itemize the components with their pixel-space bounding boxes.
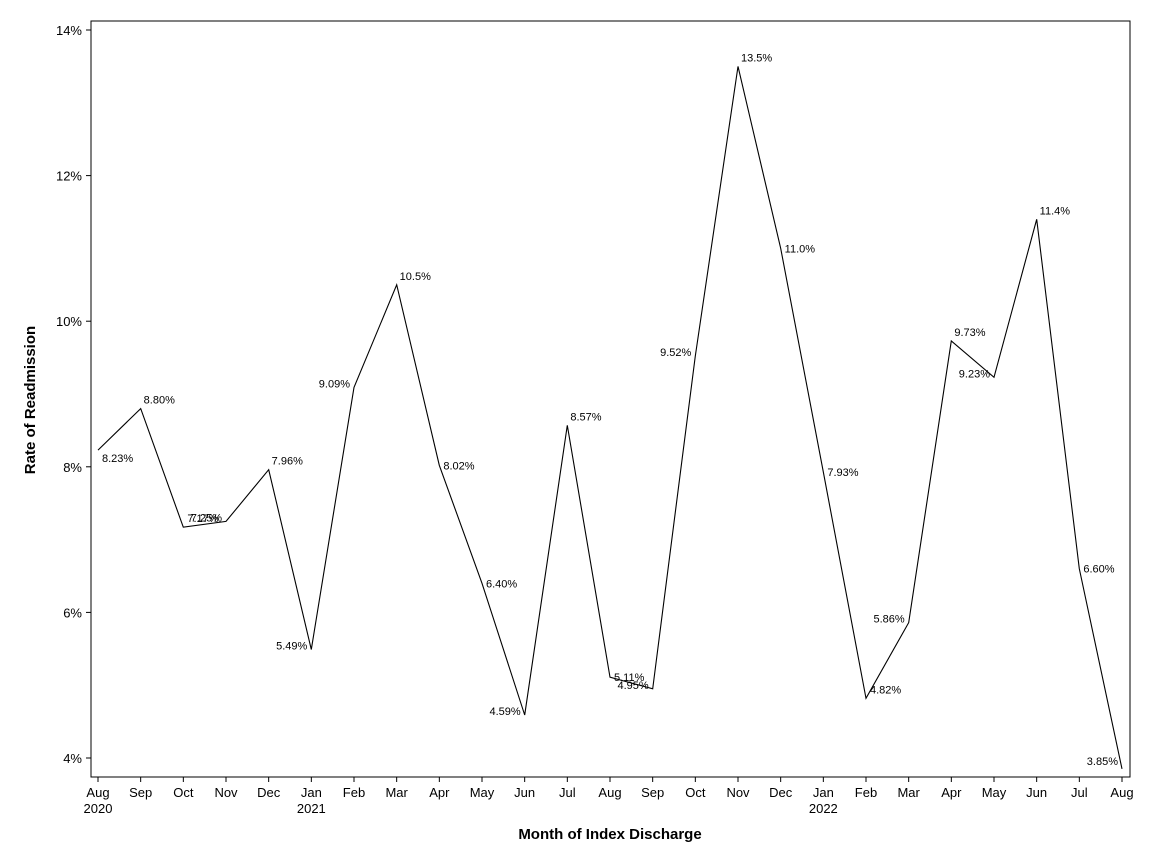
x-tick-year-label: 2020 [84, 801, 113, 816]
data-label: 7.96% [272, 456, 303, 468]
plot-frame [90, 20, 1131, 778]
data-label: 5.11% [614, 672, 645, 684]
y-tick-label: 4% [63, 751, 82, 766]
x-tick-label: Apr [429, 785, 450, 800]
data-label: 6.60% [1083, 564, 1114, 576]
x-tick-label: Nov [726, 785, 750, 800]
data-label: 3.85% [1087, 756, 1118, 768]
y-axis: 4% 6% 8% 10% 12% 14% [56, 23, 91, 766]
data-label: 9.23% [959, 368, 990, 380]
y-tick-label: 12% [56, 169, 82, 184]
data-label: 8.02% [443, 460, 474, 472]
data-label: 7.93% [827, 467, 858, 479]
data-label: 9.09% [319, 378, 350, 390]
data-label: 9.52% [660, 347, 691, 359]
x-tick-year-label: 2021 [297, 801, 326, 816]
x-tick-label: Aug [1110, 785, 1133, 800]
x-tick-label: Sep [129, 785, 152, 800]
data-label: 5.86% [873, 614, 904, 626]
data-label: 7.17% [187, 513, 218, 525]
x-tick-label: Mar [385, 785, 408, 800]
data-label: 7.25% [191, 512, 222, 524]
y-tick-label: 10% [56, 314, 82, 329]
x-tick-label: Jul [559, 785, 576, 800]
x-tick-label: Oct [173, 785, 194, 800]
data-label: 11.4% [1040, 205, 1071, 217]
x-tick-label: Feb [343, 785, 365, 800]
data-label: 4.95% [617, 680, 648, 692]
y-tick-label: 6% [63, 605, 82, 620]
x-tick-label: Dec [769, 785, 793, 800]
x-tick-label: Jun [514, 785, 535, 800]
data-label: 4.82% [870, 684, 901, 696]
x-tick-label: Aug [86, 785, 109, 800]
data-label: 4.59% [489, 706, 520, 718]
y-axis-title: Rate of Readmission [22, 326, 39, 474]
series-group [97, 66, 1123, 770]
data-label: 8.80% [144, 395, 175, 407]
data-label: 5.49% [276, 641, 307, 653]
data-label: 8.23% [102, 453, 133, 465]
x-tick-label: Mar [897, 785, 920, 800]
data-label: 9.73% [954, 327, 985, 339]
data-label: 10.5% [400, 271, 431, 283]
x-tick-label: Jul [1071, 785, 1088, 800]
y-tick-label: 14% [56, 23, 82, 38]
data-label: 6.40% [486, 578, 517, 590]
data-label: 8.57% [570, 411, 601, 423]
x-tick-label: Jun [1026, 785, 1047, 800]
x-tick-year-label: 2022 [809, 801, 838, 816]
data-label: 13.5% [741, 52, 772, 64]
series-line [97, 66, 1123, 770]
x-tick-label: Dec [257, 785, 281, 800]
x-tick-label: Nov [214, 785, 238, 800]
y-tick-label: 8% [63, 460, 82, 475]
data-labels: 8.23% 8.80% 7.17%7.25% 7.96% 5.49% 9.09% 10.5%… [102, 52, 1118, 768]
data-label: 11.0% [785, 243, 816, 255]
x-tick-label: Feb [855, 785, 877, 800]
x-tick-label: Jan [813, 785, 834, 800]
x-axis-title: Month of Index Discharge [518, 826, 701, 843]
x-tick-label: May [982, 785, 1007, 800]
x-tick-label: Sep [641, 785, 664, 800]
x-tick-label: Oct [685, 785, 706, 800]
x-tick-label: Aug [598, 785, 621, 800]
x-tick-label: Jan [301, 785, 322, 800]
x-tick-label: Apr [941, 785, 962, 800]
x-tick-label: May [470, 785, 495, 800]
